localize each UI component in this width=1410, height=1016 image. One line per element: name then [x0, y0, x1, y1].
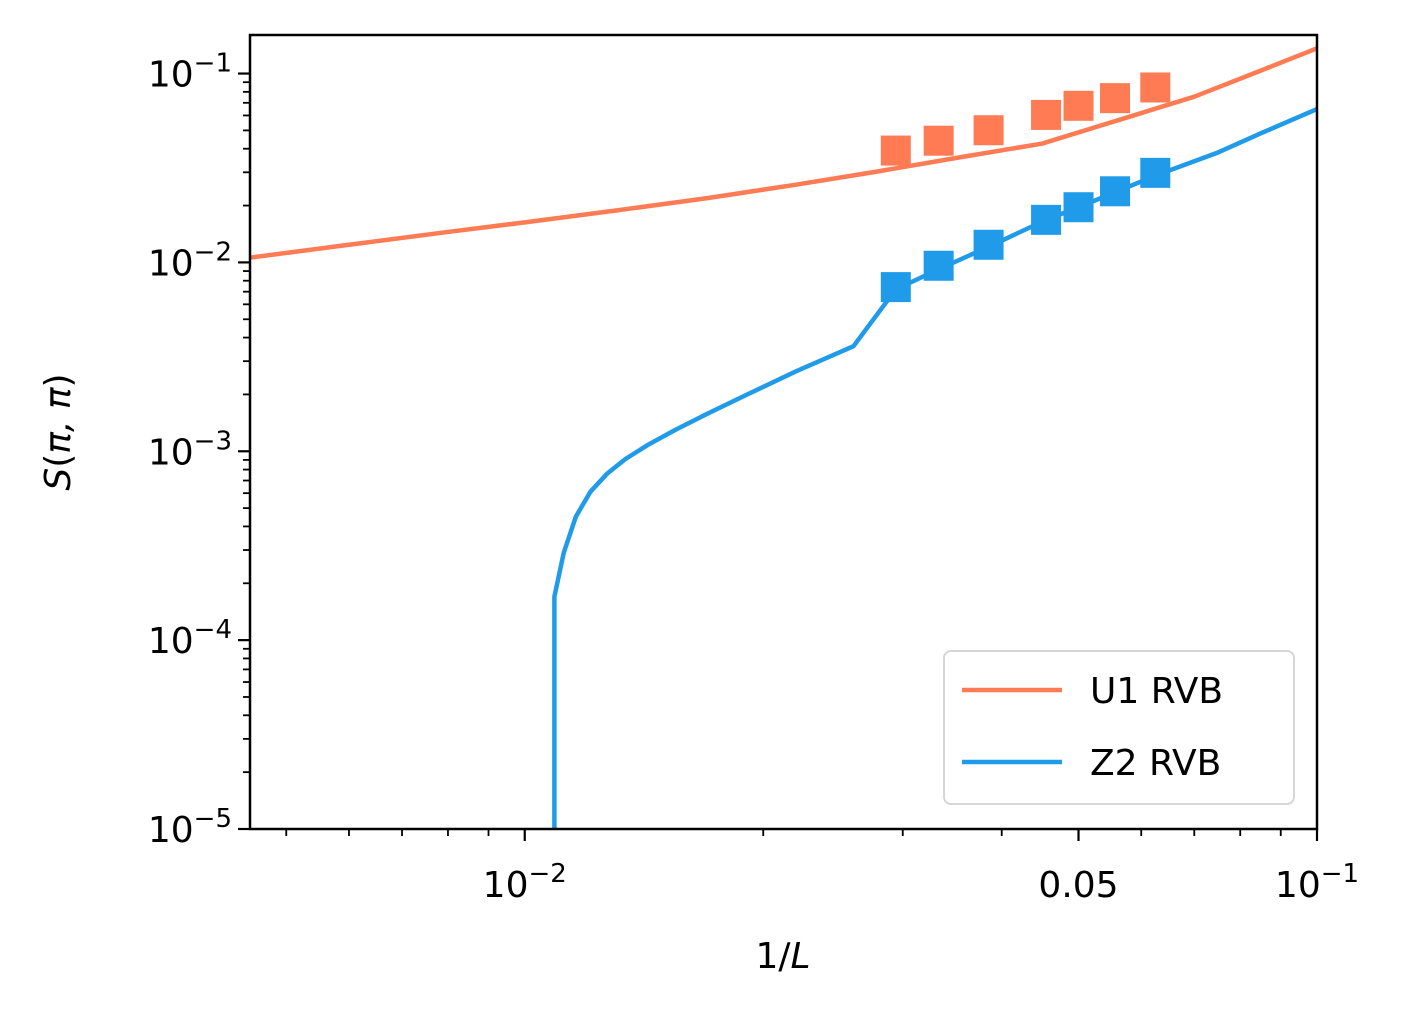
series-line-u1-rvb [250, 46, 1317, 260]
y-tick-label: 10−5 [148, 804, 232, 851]
data-point-z2-rvb [973, 229, 1004, 260]
y-tick-label: 10−1 [148, 49, 232, 96]
data-point-u1-rvb [973, 115, 1004, 146]
y-tick-label: 10−2 [148, 237, 232, 284]
y-tick-label: 10−3 [148, 426, 232, 473]
x-tick-label: 10−2 [483, 859, 567, 906]
data-point-u1-rvb [880, 135, 911, 166]
x-tick-label: 0.05 [1038, 865, 1118, 906]
data-point-z2-rvb [1063, 192, 1094, 223]
minor-ticks [243, 81, 1282, 836]
legend-label-u1-rvb: U1 RVB [1090, 671, 1223, 712]
plot-frame [248, 33, 1319, 831]
series-layer [250, 46, 1317, 829]
data-point-u1-rvb [1100, 83, 1131, 114]
data-point-z2-rvb [923, 250, 954, 281]
data-point-z2-rvb [880, 272, 911, 303]
data-point-z2-rvb [1031, 204, 1062, 235]
data-point-u1-rvb [1063, 90, 1094, 121]
x-axis-label: 1/L [755, 936, 810, 977]
y-axis-ticks: 10−1 10−2 10−3 10−4 10−5 [148, 49, 250, 851]
data-point-u1-rvb [1140, 72, 1171, 103]
data-point-z2-rvb [1100, 176, 1131, 207]
y-tick-label: 10−4 [148, 615, 232, 662]
data-point-u1-rvb [1031, 99, 1062, 130]
data-point-u1-rvb [923, 125, 954, 156]
y-axis-label: S(π, π) [38, 373, 79, 490]
legend: U1 RVB Z2 RVB [943, 650, 1295, 805]
legend-label-z2-rvb: Z2 RVB [1090, 743, 1221, 784]
x-axis-ticks: 10−2 0.05 10−1 [483, 829, 1359, 906]
data-point-z2-rvb [1140, 157, 1171, 188]
x-tick-label: 10−1 [1275, 859, 1359, 906]
